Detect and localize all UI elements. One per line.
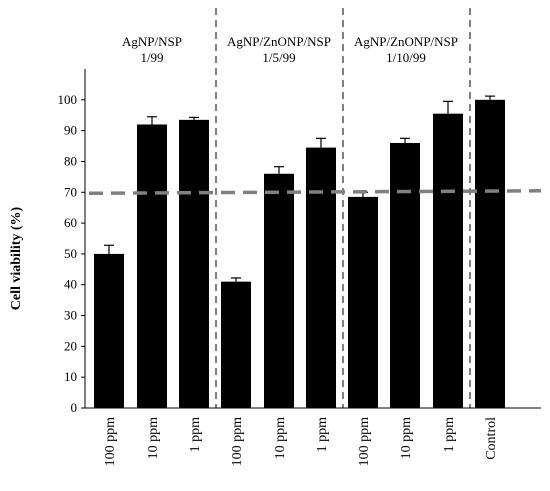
bar — [475, 99, 505, 409]
y-axis-label: Cell viability (%) — [9, 206, 24, 310]
y-tick-label: 60 — [64, 215, 77, 230]
y-tick-label: 40 — [64, 277, 77, 292]
bar — [306, 147, 336, 408]
group-separators — [215, 8, 471, 408]
x-tick-label: 10 ppm — [146, 417, 161, 460]
bar — [390, 142, 420, 409]
x-tick-label: 100 ppm — [230, 417, 245, 467]
x-tick-label: 10 ppm — [273, 417, 288, 460]
threshold-line — [88, 189, 542, 196]
x-tick-label: Control — [484, 417, 499, 460]
bar — [264, 173, 294, 408]
threshold-line-group — [88, 189, 542, 196]
y-tick-label: 50 — [64, 246, 77, 261]
x-tick-label: 1 ppm — [442, 417, 457, 453]
group-label-line1: AgNP/ZnONP/NSP — [354, 34, 458, 49]
group-label-line1: AgNP/ZnONP/NSP — [227, 34, 331, 49]
bar — [179, 119, 209, 408]
y-ticks: 0 10 20 30 40 50 60 70 80 90 100 — [58, 92, 85, 415]
group-labels: AgNP/NSP1/99AgNP/ZnONP/NSP1/5/99AgNP/ZnO… — [122, 34, 458, 65]
bar — [94, 253, 124, 408]
x-tick-label: 1 ppm — [315, 417, 330, 453]
group-label-line2: 1/10/99 — [386, 50, 426, 65]
y-tick-label: 70 — [64, 184, 77, 199]
bar — [348, 196, 378, 408]
y-tick-label: 0 — [71, 400, 78, 415]
x-tick-label: 10 ppm — [399, 417, 414, 460]
bar — [221, 281, 251, 408]
y-tick-label: 100 — [58, 92, 78, 107]
bar — [137, 124, 167, 409]
x-tick-label: 100 ppm — [357, 417, 372, 467]
y-tick-label: 80 — [64, 153, 77, 168]
group-label-line2: 1/99 — [140, 50, 163, 65]
bars — [94, 99, 505, 409]
x-tick-label: 1 ppm — [188, 417, 203, 453]
y-tick-label: 30 — [64, 308, 77, 323]
axes — [84, 69, 541, 409]
y-tick-label: 20 — [64, 338, 77, 353]
y-tick-label: 90 — [64, 123, 77, 138]
y-tick-label: 10 — [64, 369, 77, 384]
group-label-line1: AgNP/NSP — [122, 34, 182, 49]
x-tick-labels: 100 ppm 10 ppm 1 ppm 100 ppm 10 ppm 1 ppm 100 … — [103, 417, 499, 467]
x-tick-label: 100 ppm — [103, 417, 118, 467]
group-label-line2: 1/5/99 — [262, 50, 295, 65]
bar — [433, 113, 463, 408]
